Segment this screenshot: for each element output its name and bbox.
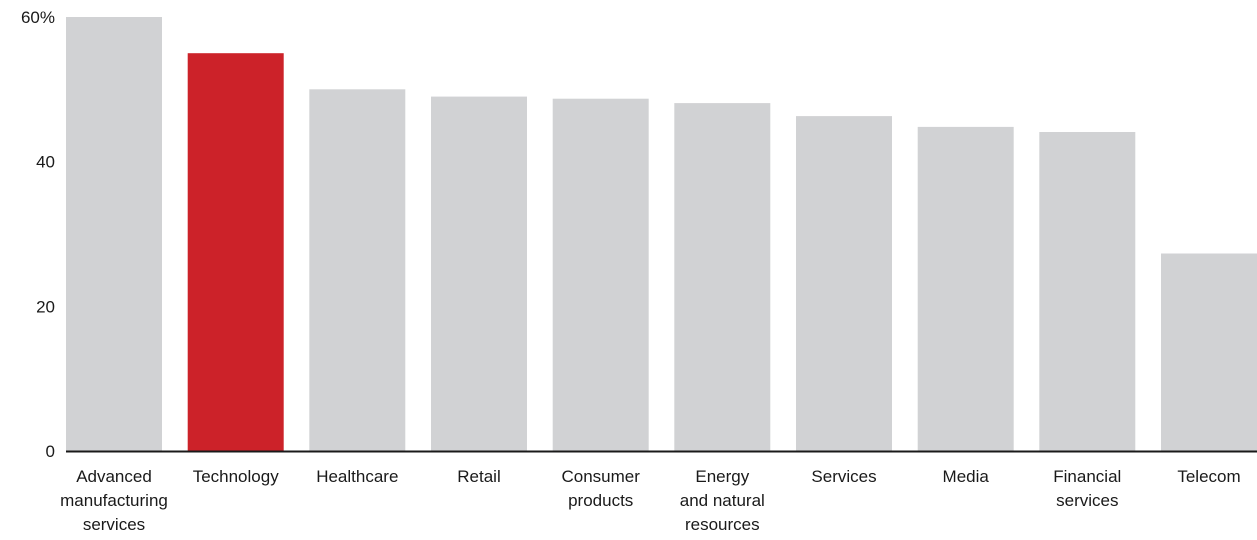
x-tick-label-line: Financial bbox=[1053, 467, 1121, 486]
x-tick-label: Consumer products bbox=[561, 467, 640, 510]
x-tick-label-line: Consumer bbox=[561, 467, 640, 486]
y-tick-label: 0 bbox=[46, 442, 55, 461]
y-axis-ticks: 0 20 40 60% bbox=[21, 8, 55, 461]
x-tick-label: Retail bbox=[457, 467, 500, 486]
x-tick-label-line: resources bbox=[685, 515, 760, 534]
x-tick-label-line: and natural bbox=[680, 491, 765, 510]
y-tick-label: 60% bbox=[21, 8, 55, 27]
x-tick-label: Media bbox=[943, 467, 990, 486]
x-tick-label-line: products bbox=[568, 491, 633, 510]
x-axis-labels: Advanced manufacturing services Technology H… bbox=[60, 467, 1241, 534]
x-tick-label-line: manufacturing bbox=[60, 491, 168, 510]
x-tick-label-line: Energy bbox=[695, 467, 749, 486]
bar-services bbox=[796, 116, 892, 451]
x-tick-label: Energy and natural resources bbox=[680, 467, 765, 534]
x-tick-label-line: Services bbox=[811, 467, 876, 486]
bar-advanced-manufacturing-services bbox=[66, 17, 162, 451]
bar-consumer-products bbox=[552, 98, 649, 451]
bar-technology bbox=[187, 53, 284, 451]
x-tick-label-line: services bbox=[1056, 491, 1118, 510]
bars bbox=[66, 17, 1257, 452]
x-tick-label: Financial services bbox=[1053, 467, 1121, 510]
y-tick-label: 40 bbox=[36, 153, 55, 172]
bar-healthcare bbox=[309, 89, 406, 452]
x-tick-label: Advanced manufacturing services bbox=[60, 467, 168, 534]
x-tick-label-line: Media bbox=[943, 467, 990, 486]
x-tick-label-line: Retail bbox=[457, 467, 500, 486]
bar-retail bbox=[431, 96, 527, 451]
x-tick-label-line: services bbox=[83, 515, 145, 534]
x-tick-label-line: Technology bbox=[193, 467, 280, 486]
bar-telecom bbox=[1161, 253, 1257, 451]
y-tick-label: 20 bbox=[36, 297, 55, 316]
bar-media bbox=[917, 126, 1014, 452]
bar-financial-services bbox=[1039, 132, 1136, 451]
x-tick-label: Services bbox=[811, 467, 876, 486]
x-tick-label: Telecom bbox=[1177, 467, 1240, 486]
x-tick-label: Healthcare bbox=[316, 467, 398, 486]
x-tick-label: Technology bbox=[193, 467, 280, 486]
x-tick-label-line: Advanced bbox=[76, 467, 152, 486]
x-tick-label-line: Telecom bbox=[1177, 467, 1240, 486]
x-tick-label-line: Healthcare bbox=[316, 467, 398, 486]
bar-energy-and-natural-resources bbox=[674, 103, 771, 451]
